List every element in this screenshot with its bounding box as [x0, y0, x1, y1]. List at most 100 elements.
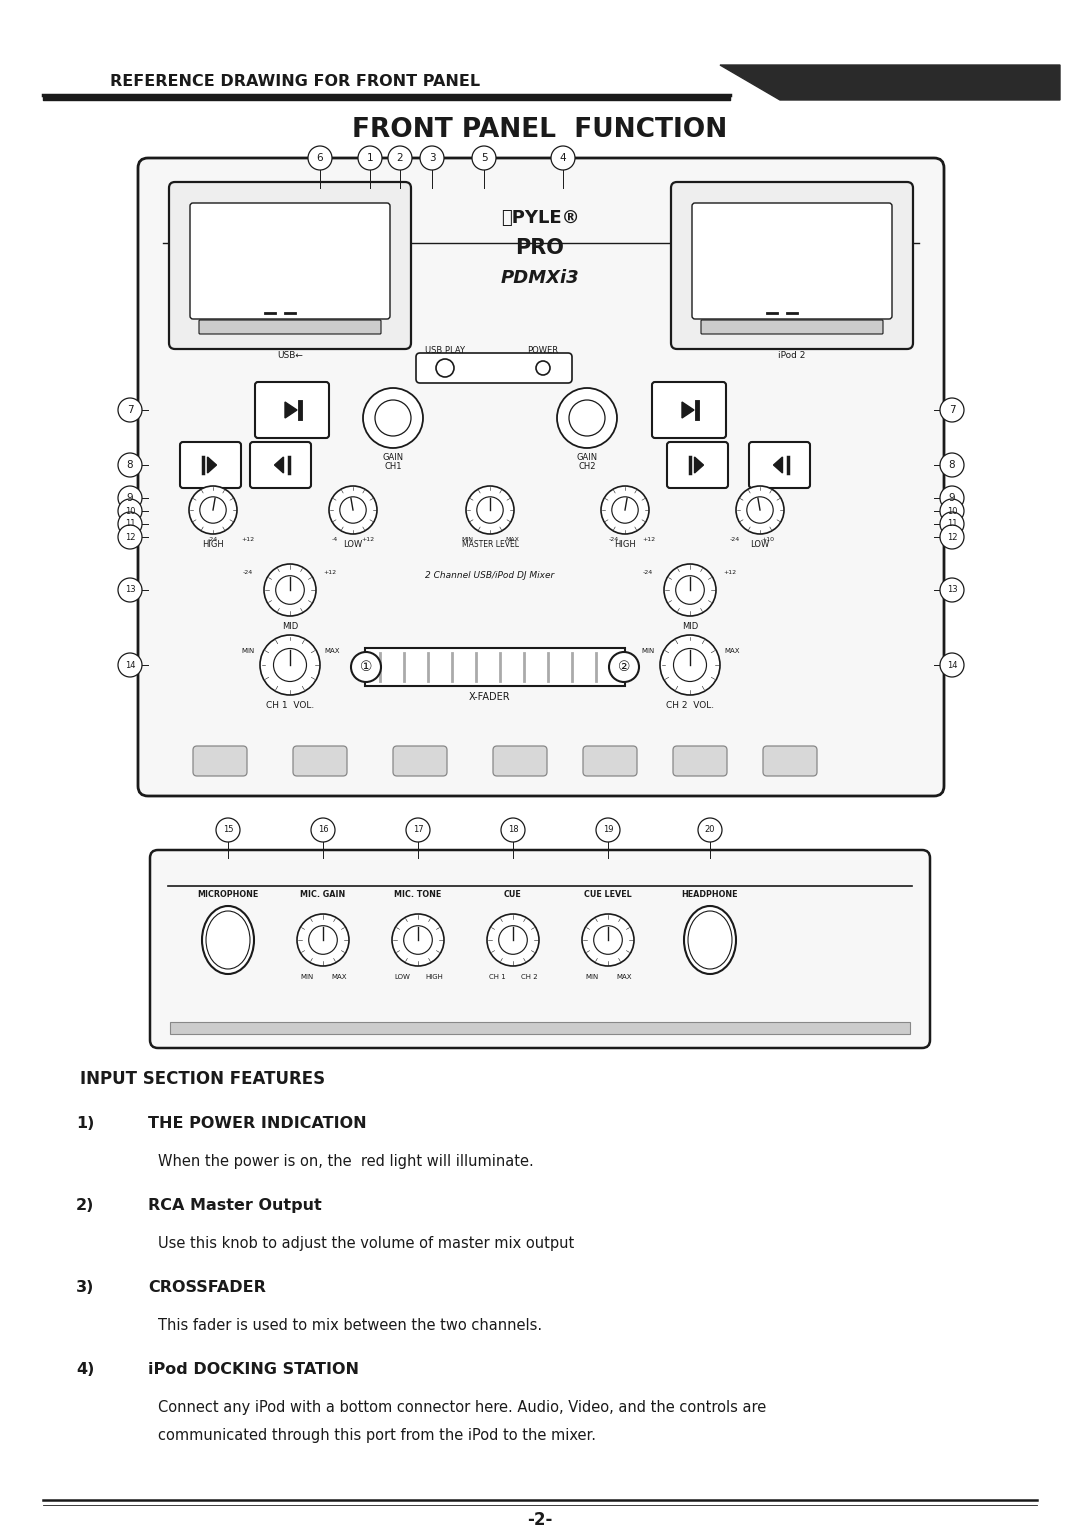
- FancyBboxPatch shape: [652, 381, 726, 438]
- Text: 9: 9: [948, 493, 956, 502]
- Text: 7: 7: [126, 404, 133, 415]
- FancyBboxPatch shape: [750, 443, 810, 489]
- Circle shape: [392, 915, 444, 967]
- Ellipse shape: [202, 905, 254, 974]
- Circle shape: [609, 653, 639, 682]
- Text: Connect any iPod with a bottom connector here. Audio, Video, and the controls ar: Connect any iPod with a bottom connector…: [158, 1400, 766, 1416]
- Text: 2: 2: [396, 153, 403, 162]
- FancyBboxPatch shape: [667, 443, 728, 489]
- Bar: [365, 648, 625, 686]
- FancyBboxPatch shape: [671, 182, 913, 349]
- Circle shape: [273, 648, 307, 682]
- Circle shape: [363, 388, 423, 447]
- Text: REFERENCE DRAWING FOR FRONT PANEL: REFERENCE DRAWING FOR FRONT PANEL: [110, 75, 481, 89]
- FancyBboxPatch shape: [249, 443, 311, 489]
- Text: iPod 2: iPod 2: [779, 351, 806, 360]
- Text: MAX: MAX: [725, 648, 740, 654]
- FancyBboxPatch shape: [692, 204, 892, 319]
- FancyBboxPatch shape: [199, 320, 381, 334]
- Text: 3: 3: [429, 153, 435, 162]
- Text: MID: MID: [681, 622, 698, 631]
- FancyBboxPatch shape: [393, 746, 447, 777]
- Text: 20: 20: [705, 826, 715, 835]
- Text: +12: +12: [242, 538, 255, 542]
- Circle shape: [375, 400, 411, 437]
- Text: 11: 11: [125, 519, 135, 529]
- Text: ①: ①: [360, 660, 373, 674]
- Circle shape: [940, 512, 964, 536]
- Text: HIGH: HIGH: [426, 974, 443, 980]
- FancyBboxPatch shape: [673, 746, 727, 777]
- Bar: [170, 1022, 910, 1034]
- Polygon shape: [274, 457, 283, 473]
- Text: MAX: MAX: [332, 974, 347, 980]
- Text: 18: 18: [508, 826, 518, 835]
- Circle shape: [388, 146, 411, 170]
- Text: 14: 14: [125, 660, 135, 669]
- Circle shape: [940, 578, 964, 602]
- Ellipse shape: [206, 912, 249, 970]
- Text: 13: 13: [124, 585, 135, 594]
- Text: -24: -24: [207, 538, 218, 542]
- Text: +12: +12: [643, 538, 656, 542]
- Text: 12: 12: [947, 533, 957, 541]
- Text: 8: 8: [948, 460, 956, 470]
- Text: HIGH: HIGH: [615, 539, 636, 548]
- Text: This fader is used to mix between the two channels.: This fader is used to mix between the tw…: [158, 1318, 542, 1333]
- Text: MIN: MIN: [585, 974, 598, 980]
- Circle shape: [940, 453, 964, 476]
- Text: POWER: POWER: [527, 346, 558, 355]
- FancyBboxPatch shape: [583, 746, 637, 777]
- Text: 17: 17: [413, 826, 423, 835]
- Circle shape: [499, 925, 527, 954]
- Circle shape: [940, 486, 964, 510]
- Text: 11: 11: [947, 519, 957, 529]
- Circle shape: [351, 653, 381, 682]
- Circle shape: [311, 818, 335, 843]
- Text: 2): 2): [76, 1198, 94, 1213]
- Circle shape: [698, 818, 723, 843]
- Circle shape: [297, 915, 349, 967]
- Text: 6: 6: [316, 153, 323, 162]
- Text: -24: -24: [609, 538, 619, 542]
- Text: MASTER LEVEL: MASTER LEVEL: [461, 539, 518, 548]
- Circle shape: [118, 398, 141, 421]
- Circle shape: [118, 653, 141, 677]
- Circle shape: [200, 496, 226, 524]
- Circle shape: [275, 576, 305, 604]
- Text: MIN: MIN: [300, 974, 313, 980]
- Text: +12: +12: [724, 570, 737, 574]
- Circle shape: [465, 486, 514, 535]
- Text: USB←: USB←: [278, 351, 302, 360]
- Text: 10: 10: [125, 507, 135, 515]
- Text: RCA Master Output: RCA Master Output: [148, 1198, 322, 1213]
- FancyBboxPatch shape: [180, 443, 241, 489]
- Circle shape: [264, 564, 316, 616]
- Circle shape: [940, 653, 964, 677]
- Text: 7: 7: [948, 404, 956, 415]
- Text: communicated through this port from the iPod to the mixer.: communicated through this port from the …: [158, 1428, 596, 1443]
- Text: 3): 3): [76, 1281, 94, 1295]
- Text: LOW: LOW: [394, 974, 410, 980]
- Text: 10: 10: [947, 507, 957, 515]
- Text: CH 1  VOL.: CH 1 VOL.: [266, 702, 314, 709]
- FancyBboxPatch shape: [293, 746, 347, 777]
- Text: MID: MID: [282, 622, 298, 631]
- Text: MIC. GAIN: MIC. GAIN: [300, 890, 346, 899]
- Circle shape: [118, 486, 141, 510]
- Text: 12: 12: [125, 533, 135, 541]
- Text: -24: -24: [643, 570, 653, 574]
- Circle shape: [329, 486, 377, 535]
- Text: 5: 5: [481, 153, 487, 162]
- FancyBboxPatch shape: [416, 352, 572, 383]
- Text: HEADPHONE: HEADPHONE: [681, 890, 739, 899]
- Text: FRONT PANEL  FUNCTION: FRONT PANEL FUNCTION: [352, 116, 728, 142]
- Text: THE POWER INDICATION: THE POWER INDICATION: [148, 1115, 366, 1131]
- Text: MAX: MAX: [505, 538, 518, 542]
- Text: GAIN: GAIN: [577, 453, 597, 463]
- Ellipse shape: [684, 905, 735, 974]
- Text: 16: 16: [318, 826, 328, 835]
- Circle shape: [611, 496, 638, 524]
- Text: +10: +10: [761, 538, 774, 542]
- Text: ⓅPYLE®: ⓅPYLE®: [501, 208, 579, 227]
